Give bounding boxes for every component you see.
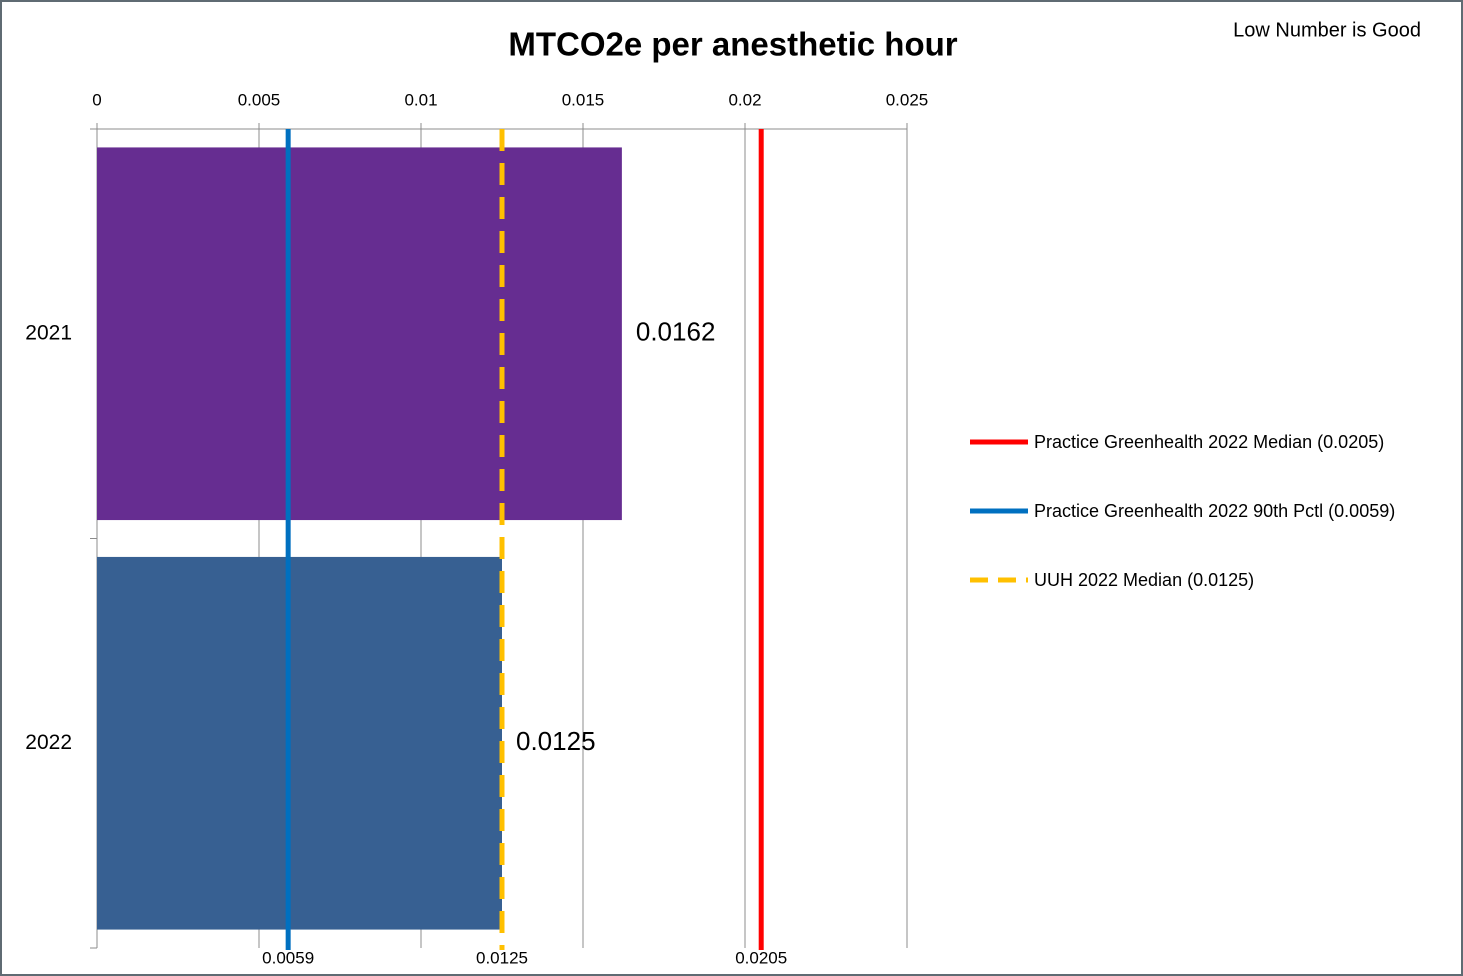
- data-label: 0.0162: [636, 317, 716, 347]
- y-tick-label: 2022: [25, 731, 72, 754]
- annotation: Low Number is Good: [1233, 19, 1421, 41]
- reference-label: 0.0125: [476, 948, 528, 967]
- bar: [97, 556, 502, 930]
- reference-label: 0.0205: [735, 948, 787, 967]
- x-tick-label: 0.01: [404, 90, 437, 109]
- x-tick-label: 0.02: [728, 90, 761, 109]
- legend-swatch: [970, 439, 1028, 445]
- chart-title: MTCO2e per anesthetic hour: [508, 26, 957, 63]
- legend-item: Practice Greenhealth 2022 Median (0.0205…: [968, 428, 1438, 456]
- legend-item: UUH 2022 Median (0.0125): [968, 566, 1438, 594]
- legend-label: UUH 2022 Median (0.0125): [1034, 570, 1255, 590]
- x-tick-label: 0: [92, 90, 101, 109]
- reference-label: 0.0059: [262, 948, 314, 967]
- legend-item: Practice Greenhealth 2022 90th Pctl (0.0…: [968, 497, 1438, 525]
- y-tick-label: 2021: [25, 321, 72, 344]
- x-tick-label: 0.025: [886, 90, 929, 109]
- x-tick-label: 0.015: [562, 90, 605, 109]
- bar: [97, 147, 622, 521]
- legend-swatch: [970, 577, 1028, 583]
- data-label: 0.0125: [516, 726, 596, 756]
- x-tick-label: 0.005: [238, 90, 281, 109]
- legend-swatch: [970, 508, 1028, 514]
- legend-label: Practice Greenhealth 2022 Median (0.0205…: [1034, 432, 1385, 452]
- legend-label: Practice Greenhealth 2022 90th Pctl (0.0…: [1034, 501, 1396, 521]
